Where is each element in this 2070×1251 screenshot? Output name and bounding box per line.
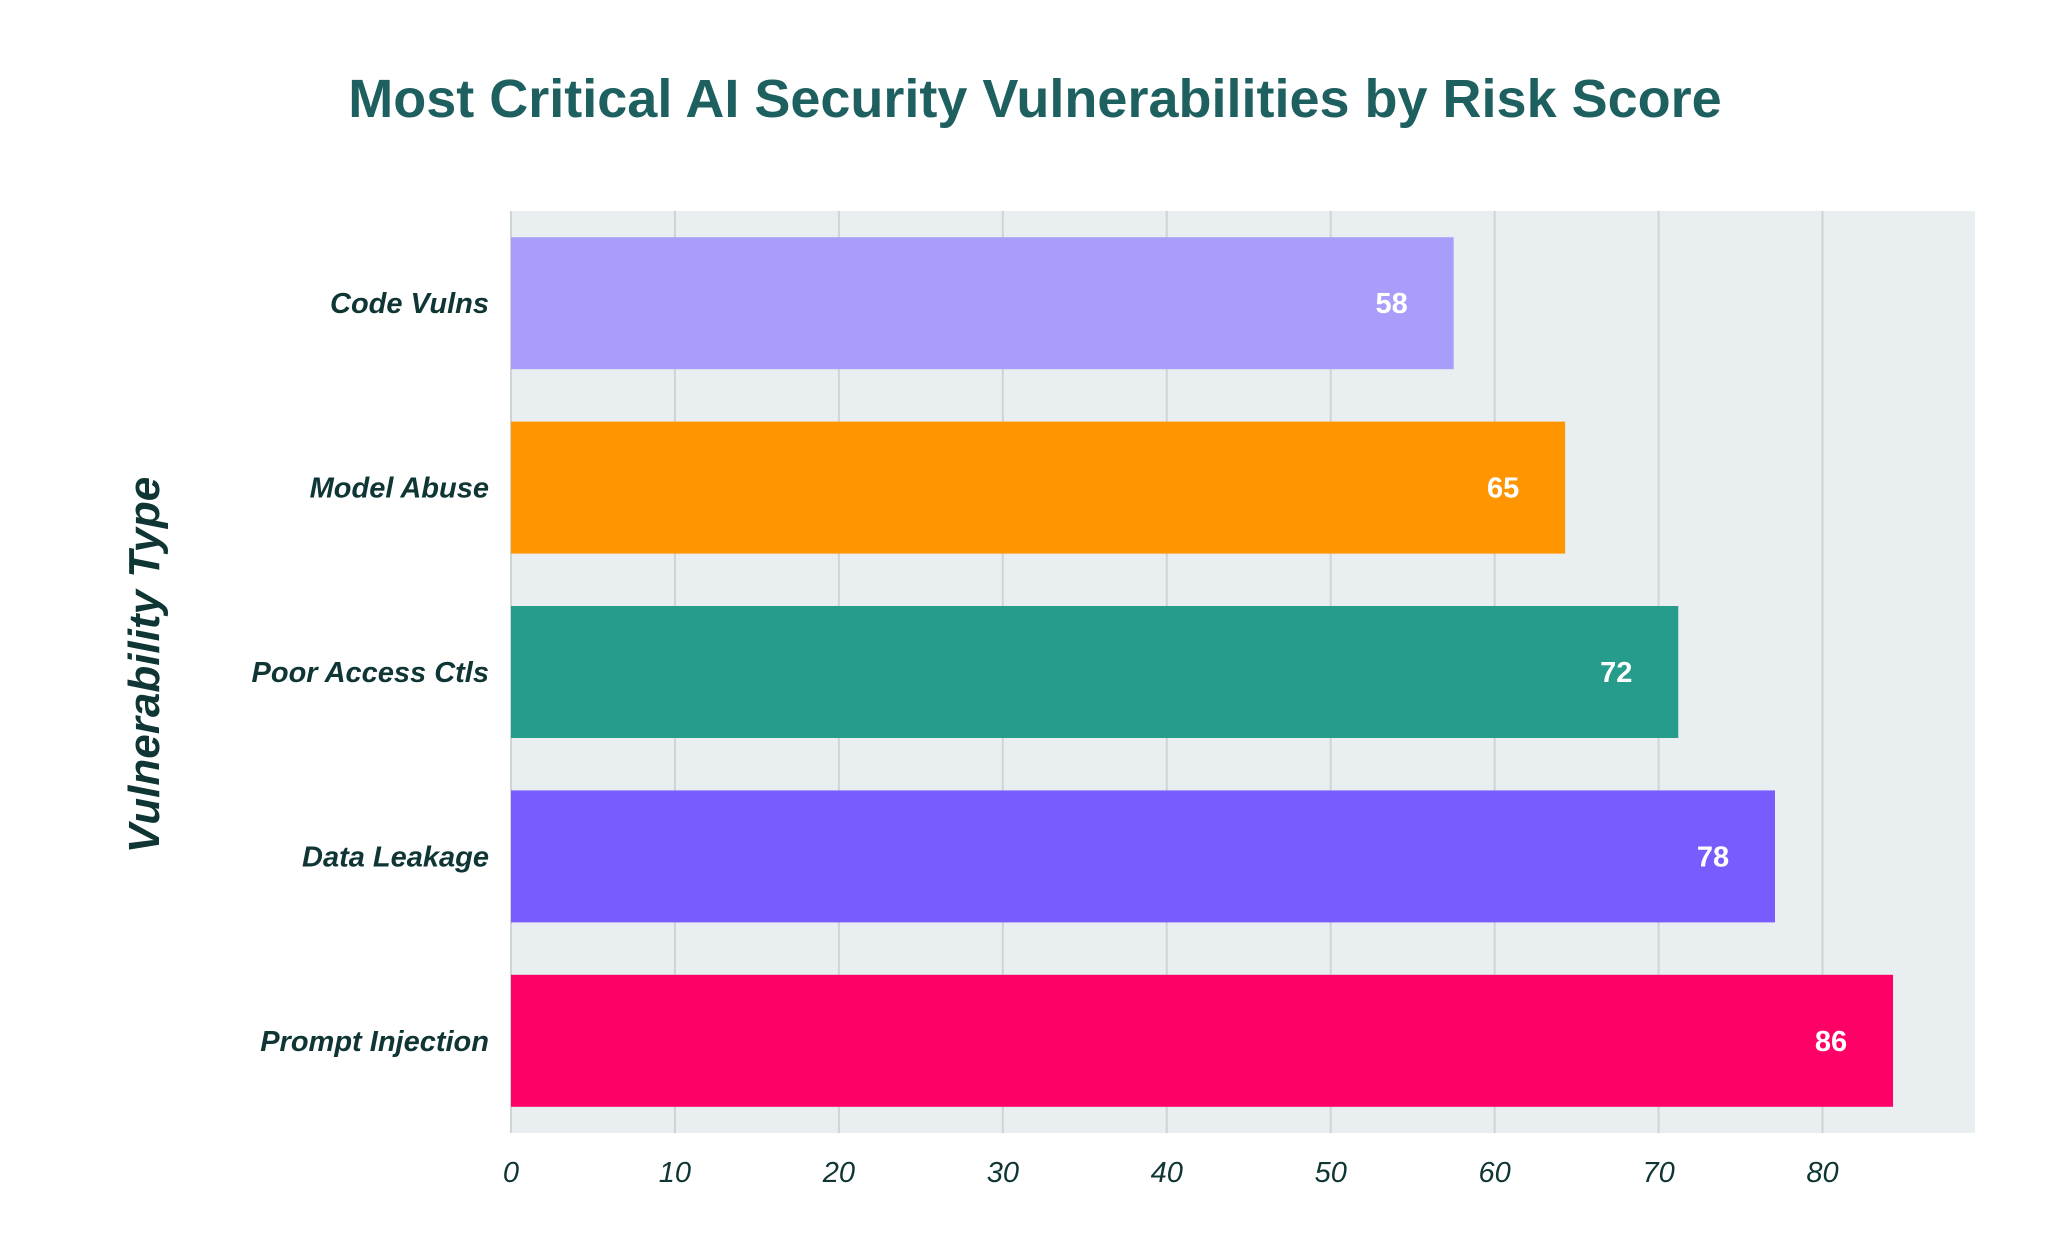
x-tick-label: 0 bbox=[503, 1157, 519, 1189]
value-label: 58 bbox=[1376, 288, 1408, 320]
bar bbox=[511, 421, 1566, 554]
x-tick-label: 30 bbox=[987, 1157, 1019, 1189]
bar bbox=[511, 606, 1679, 738]
x-tick-label: 20 bbox=[822, 1157, 855, 1189]
bar bbox=[511, 790, 1775, 923]
x-tick-label: 50 bbox=[1315, 1157, 1347, 1189]
x-tick-label: 70 bbox=[1642, 1157, 1674, 1189]
value-label: 72 bbox=[1600, 657, 1632, 689]
x-tick-label: 10 bbox=[659, 1157, 691, 1189]
category-label: Model Abuse bbox=[310, 473, 489, 505]
bars bbox=[511, 237, 1894, 1107]
x-tick-label: 40 bbox=[1151, 1157, 1183, 1189]
value-labels: 58 65 72 78 86 bbox=[1376, 288, 1848, 1058]
x-tick-labels: 0 10 20 30 40 50 60 70 80 bbox=[503, 1157, 1839, 1189]
category-label: Poor Access Ctls bbox=[252, 657, 489, 689]
x-tick-label: 60 bbox=[1479, 1157, 1511, 1189]
value-label: 65 bbox=[1487, 473, 1519, 505]
category-labels: Code Vulns Model Abuse Poor Access Ctls Dat… bbox=[252, 288, 489, 1058]
value-label: 86 bbox=[1815, 1026, 1847, 1058]
category-label: Data Leakage bbox=[302, 841, 489, 873]
bar bbox=[511, 237, 1454, 370]
x-tick-label: 80 bbox=[1806, 1157, 1838, 1189]
value-label: 78 bbox=[1697, 841, 1729, 873]
bar bbox=[511, 974, 1894, 1107]
category-label: Prompt Injection bbox=[260, 1026, 489, 1058]
chart-title: Most Critical AI Security Vulnerabilitie… bbox=[348, 69, 1722, 129]
category-label: Code Vulns bbox=[330, 288, 489, 320]
